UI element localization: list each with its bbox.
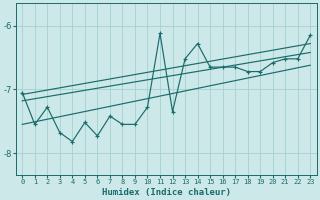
X-axis label: Humidex (Indice chaleur): Humidex (Indice chaleur)	[102, 188, 231, 197]
